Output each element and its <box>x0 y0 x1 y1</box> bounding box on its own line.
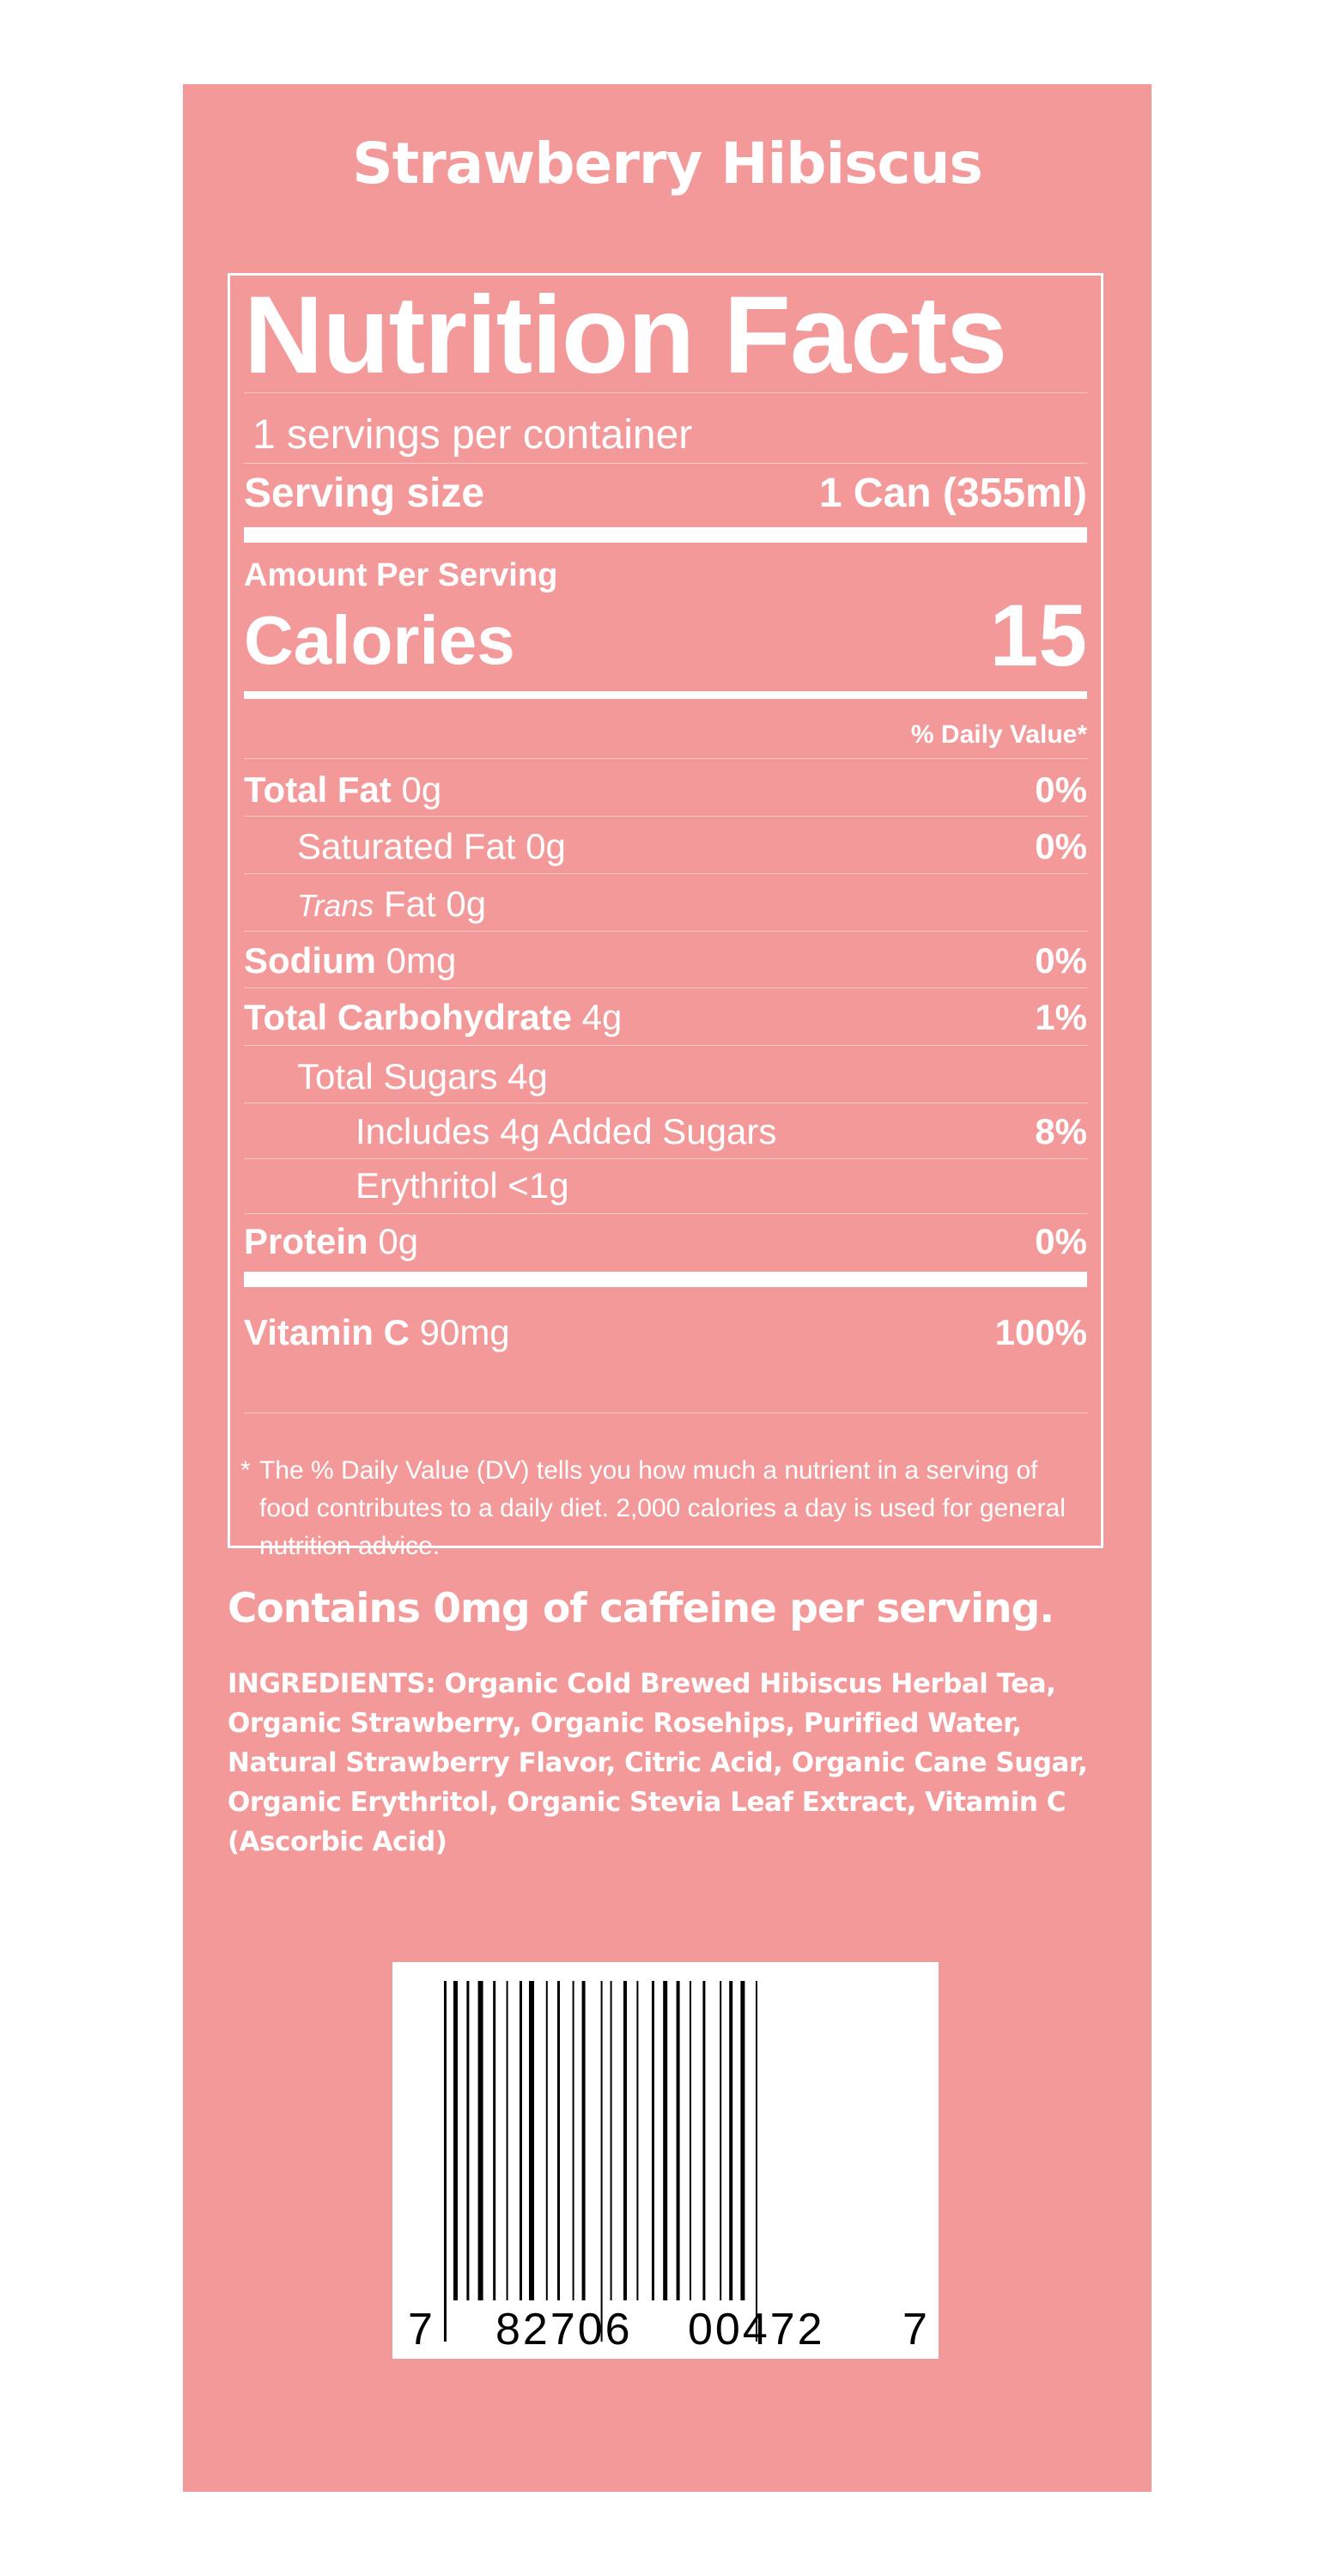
divider <box>244 931 1087 932</box>
divider <box>244 392 1087 393</box>
barcode-bars <box>444 1981 757 2342</box>
serving-size-value: 1 Can (355ml) <box>818 471 1087 516</box>
barcode-digit-left: 7 <box>408 2305 433 2354</box>
label-panel: Strawberry Hibiscus Nutrition Facts 1 se… <box>183 84 1152 2492</box>
barcode-bar <box>720 1981 722 2300</box>
nutrition-facts-box: Nutrition Facts 1 servings per container… <box>228 273 1103 1560</box>
row-sodium: Sodium 0mg <box>244 940 457 981</box>
barcode-bar <box>557 1981 560 2300</box>
barcode-bar <box>572 1981 574 2300</box>
barcode-bar <box>506 1981 508 2300</box>
barcode-bar <box>545 1981 548 2300</box>
barcode-bar <box>444 1981 447 2342</box>
barcode-bar <box>623 1981 627 2300</box>
row-total-sugars: Total Sugars 4g <box>297 1056 548 1097</box>
row-total-fat: Total Fat 0g <box>244 769 442 810</box>
row-total-fat-pct: 0% <box>1035 769 1087 810</box>
thick-divider <box>244 527 1087 543</box>
row-saturated-fat-pct: 0% <box>1035 826 1087 866</box>
divider <box>244 1158 1087 1159</box>
caffeine-note: Contains 0mg of caffeine per serving. <box>228 1585 1054 1632</box>
barcode-group-right: 00472 <box>688 2305 825 2354</box>
barcode-bar <box>581 1981 586 2300</box>
divider <box>244 987 1087 988</box>
barcode-bar <box>756 1981 757 2342</box>
barcode-bar <box>466 1981 470 2300</box>
row-protein: Protein 0g <box>244 1221 419 1261</box>
barcode-bar <box>740 1981 745 2300</box>
footnote-star: * <box>240 1456 251 1485</box>
row-added-sugars-pct: 8% <box>1035 1111 1087 1151</box>
product-title: Strawberry Hibiscus <box>352 131 983 197</box>
row-protein-pct: 0% <box>1035 1221 1087 1261</box>
barcode-bar <box>663 1981 668 2300</box>
barcode-bar <box>652 1981 654 2300</box>
barcode-bar <box>610 1981 612 2300</box>
barcode-group-left: 82706 <box>495 2305 633 2354</box>
divider <box>244 1213 1087 1214</box>
row-erythritol: Erythritol <1g <box>356 1165 569 1206</box>
barcode-bar <box>729 1981 733 2300</box>
row-trans-fat: Trans Fat 0g <box>297 884 487 924</box>
daily-value-header: % Daily Value* <box>910 720 1087 749</box>
divider <box>244 816 1087 817</box>
barcode-bar <box>477 1981 483 2300</box>
row-saturated-fat: Saturated Fat 0g <box>297 826 566 866</box>
divider <box>244 1045 1087 1046</box>
servings-per-container: 1 servings per container <box>252 412 693 458</box>
barcode-bar <box>676 1981 680 2300</box>
nutrition-facts-heading: Nutrition Facts <box>244 274 1007 397</box>
barcode-bar <box>453 1981 458 2300</box>
barcode: 7 82706 00472 7 <box>392 1962 939 2359</box>
ingredients-text: INGREDIENTS: Organic Cold Brewed Hibiscu… <box>228 1668 1088 1857</box>
barcode-digit-right: 7 <box>902 2305 927 2354</box>
barcode-bar <box>520 1981 522 2300</box>
divider <box>244 873 1087 874</box>
calories-value: 15 <box>989 586 1087 684</box>
serving-size-label: Serving size <box>244 471 485 516</box>
row-sodium-pct: 0% <box>1035 940 1087 981</box>
barcode-bar <box>690 1981 691 2300</box>
medium-divider <box>244 691 1087 699</box>
amount-per-serving: Amount Per Serving <box>244 557 558 593</box>
barcode-bar <box>600 1981 603 2342</box>
barcode-bar <box>636 1981 639 2300</box>
footnote-text: The % Daily Value (DV) tells you how muc… <box>259 1456 1066 1560</box>
thick-divider <box>244 1272 1087 1287</box>
row-added-sugars: Includes 4g Added Sugars <box>356 1111 777 1151</box>
row-total-carbohydrate-pct: 1% <box>1035 997 1087 1037</box>
row-total-carbohydrate: Total Carbohydrate 4g <box>244 997 623 1037</box>
row-vitamin-c: Vitamin C 90mg <box>244 1312 510 1352</box>
barcode-bar <box>702 1981 706 2300</box>
barcode-bar <box>529 1981 534 2300</box>
divider <box>244 463 1087 464</box>
row-vitamin-c-pct: 100% <box>994 1312 1087 1352</box>
divider <box>244 758 1087 759</box>
calories-label: Calories <box>244 602 515 678</box>
barcode-bar <box>493 1981 496 2300</box>
footnote: * The % Daily Value (DV) tells you how m… <box>240 1452 1068 1565</box>
